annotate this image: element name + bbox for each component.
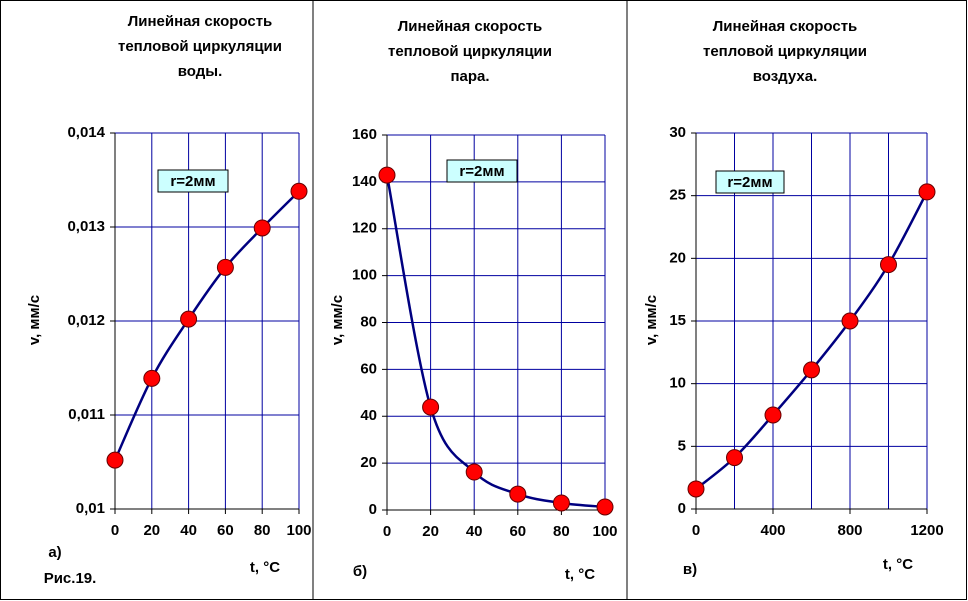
chart-title: тепловой циркуляции: [703, 43, 867, 60]
marker: [422, 398, 440, 416]
y-tick-label: 5: [678, 437, 686, 454]
x-tick-label: 80: [553, 523, 570, 540]
panel-label: б): [353, 563, 367, 580]
y-tick-label: 0,012: [67, 312, 105, 329]
chart-title: пара.: [450, 68, 489, 85]
x-tick-label: 800: [837, 522, 862, 539]
chart-title: Линейная скорость: [128, 13, 273, 30]
y-tick-label: 20: [360, 454, 377, 471]
marker: [552, 494, 570, 512]
x-axis-label: t, °C: [250, 559, 280, 576]
chart-title: воды.: [178, 63, 223, 80]
marker: [509, 485, 527, 503]
y-tick-label: 120: [352, 220, 377, 237]
chart-title: Линейная скорость: [398, 18, 543, 35]
marker: [143, 369, 161, 387]
panel-label: а): [48, 544, 61, 561]
y-tick-label: 0: [369, 501, 377, 518]
y-tick-label: 0,013: [67, 218, 105, 235]
x-tick-label: 40: [180, 522, 197, 539]
annotation: r=2мм: [170, 173, 215, 190]
x-tick-label: 1200: [910, 522, 943, 539]
y-axis-label: v, мм/с: [26, 295, 43, 345]
y-tick-label: 100: [352, 267, 377, 284]
marker: [596, 498, 614, 516]
y-tick-label: 0,011: [68, 406, 105, 423]
y-tick-label: 0,01: [76, 500, 105, 517]
y-axis-label: v, мм/с: [643, 295, 660, 345]
y-tick-label: 15: [669, 312, 686, 329]
annotation-box: [446, 159, 518, 183]
x-tick-label: 400: [760, 522, 785, 539]
marker: [764, 406, 782, 424]
chart-title: тепловой циркуляции: [118, 38, 282, 55]
x-tick-label: 60: [217, 522, 234, 539]
x-tick-label: 60: [509, 523, 526, 540]
chart-title: тепловой циркуляции: [388, 43, 552, 60]
y-tick-label: 25: [669, 187, 686, 204]
x-tick-label: 0: [111, 522, 119, 539]
y-tick-label: 10: [669, 375, 686, 392]
x-tick-label: 20: [143, 522, 160, 539]
y-tick-label: 30: [669, 124, 686, 141]
marker: [378, 166, 396, 184]
annotation: r=2мм: [727, 174, 772, 191]
marker: [106, 451, 124, 469]
annotation: r=2мм: [459, 163, 504, 180]
series-line: [113, 190, 300, 461]
marker: [687, 480, 705, 498]
x-tick-label: 100: [592, 523, 617, 540]
y-tick-label: 40: [360, 407, 377, 424]
y-tick-label: 20: [669, 249, 686, 266]
marker: [253, 219, 271, 237]
marker: [880, 256, 897, 274]
y-axis-label: v, мм/с: [329, 295, 346, 345]
y-tick-label: 160: [352, 126, 377, 143]
marker: [216, 258, 234, 276]
panel-label: в): [683, 561, 697, 578]
marker: [841, 312, 859, 330]
y-tick-label: 0,014: [67, 124, 105, 141]
x-tick-label: 80: [254, 522, 271, 539]
x-tick-label: 0: [383, 523, 391, 540]
marker: [803, 361, 820, 379]
series-line: [385, 174, 606, 509]
chart-title: Линейная скорость: [713, 18, 858, 35]
chart-title: воздуха.: [753, 68, 818, 85]
marker: [290, 182, 308, 200]
y-tick-label: 140: [352, 173, 377, 190]
y-tick-label: 80: [360, 313, 377, 330]
x-axis-label: t, °C: [565, 566, 595, 583]
x-tick-label: 40: [466, 523, 483, 540]
marker: [918, 183, 936, 201]
annotation-box: [715, 170, 785, 194]
figure-label: Рис.19.: [44, 570, 97, 587]
x-tick-label: 100: [286, 522, 311, 539]
y-tick-label: 60: [360, 360, 377, 377]
x-axis-label: t, °C: [883, 556, 913, 573]
x-tick-label: 20: [422, 523, 439, 540]
y-tick-label: 0: [678, 500, 686, 517]
marker: [465, 463, 483, 481]
marker: [180, 310, 198, 328]
x-tick-label: 0: [692, 522, 700, 539]
marker: [726, 449, 743, 467]
annotation-box: [157, 169, 229, 193]
